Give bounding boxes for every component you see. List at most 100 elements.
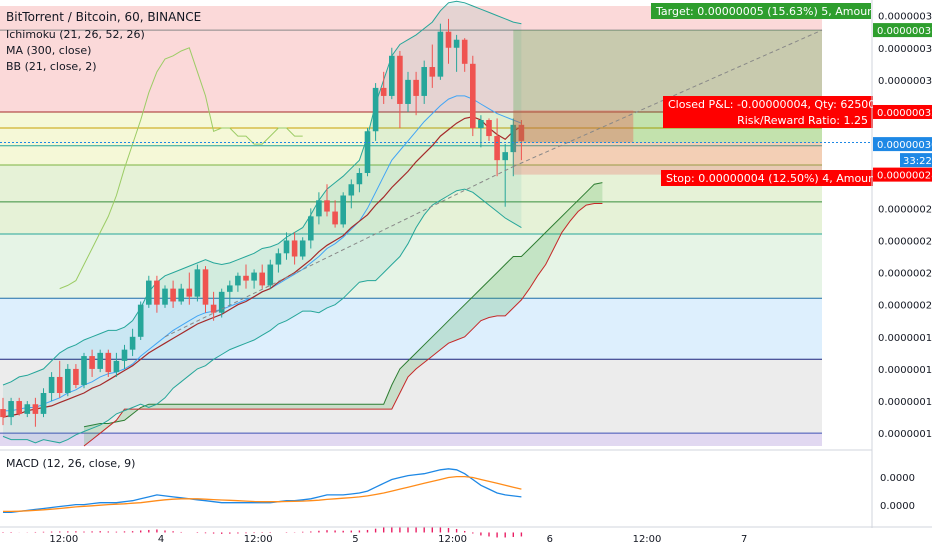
time-tick-label: 5 [352, 534, 358, 545]
candle[interactable] [259, 264, 265, 289]
candle[interactable] [461, 38, 468, 72]
candle[interactable] [429, 44, 436, 88]
candle[interactable] [251, 269, 257, 289]
candle[interactable] [356, 168, 363, 193]
candle[interactable] [218, 288, 225, 318]
candle[interactable] [97, 349, 103, 373]
candle[interactable] [48, 372, 55, 402]
price-badge [873, 104, 932, 119]
candle[interactable] [340, 192, 346, 228]
candle[interactable] [389, 47, 395, 100]
price-badge-label: 0.00000032 [877, 108, 932, 119]
candle[interactable] [518, 120, 525, 161]
candle[interactable] [478, 115, 484, 148]
macd-signal-line [3, 475, 522, 513]
candle[interactable] [65, 364, 71, 397]
candle[interactable] [275, 248, 282, 273]
candle[interactable] [170, 280, 176, 308]
stop-zone[interactable] [513, 142, 822, 175]
candle[interactable] [332, 200, 338, 228]
candle[interactable] [178, 283, 184, 305]
candle[interactable] [413, 71, 419, 116]
candle[interactable] [470, 55, 476, 137]
candle-body [397, 55, 403, 104]
candle-body [461, 39, 468, 64]
candle[interactable] [194, 264, 201, 302]
candle[interactable] [486, 118, 492, 141]
candle[interactable] [405, 71, 411, 112]
candle[interactable] [397, 50, 403, 129]
candle[interactable] [437, 23, 444, 80]
time-tick-label: 4 [158, 534, 164, 545]
macd-label[interactable]: MACD (12, 26, close, 9) [6, 457, 135, 470]
price-badge [873, 23, 932, 38]
candle-body [81, 356, 87, 385]
candle[interactable] [267, 259, 274, 289]
candle[interactable] [137, 301, 144, 341]
time-tick-label: 12:00 [49, 534, 78, 545]
candle[interactable] [0, 397, 6, 426]
candle[interactable] [308, 208, 314, 249]
candle-body [235, 275, 241, 286]
candle[interactable] [24, 401, 31, 418]
candle-body [437, 31, 444, 77]
candle[interactable] [364, 128, 371, 177]
candle-body [494, 136, 500, 161]
candle[interactable] [324, 184, 330, 217]
price-tick-label: 0.00000038 [878, 12, 932, 23]
candle[interactable] [186, 272, 193, 305]
candle-body [121, 349, 128, 361]
candle[interactable] [421, 60, 427, 104]
target-label[interactable]: Target: 0.00000005 (15.63%) 5, Amount: [651, 3, 882, 19]
candle[interactable] [348, 179, 355, 209]
candle[interactable] [380, 71, 387, 104]
candle[interactable] [105, 349, 112, 377]
candle[interactable] [146, 275, 152, 308]
indicator-bb-label[interactable]: BB (21, close, 2) [6, 60, 97, 73]
candle[interactable] [16, 397, 22, 416]
candle[interactable] [113, 352, 120, 377]
candle-body [137, 304, 144, 337]
candle[interactable] [202, 266, 209, 313]
candle[interactable] [210, 291, 217, 321]
pnl-label-box2 [663, 112, 873, 128]
indicator-ma-label[interactable]: MA (300, close) [6, 44, 91, 57]
candle[interactable] [445, 18, 452, 64]
candle-body [251, 272, 257, 281]
candle[interactable] [299, 237, 306, 260]
candle-body [502, 152, 508, 161]
candle[interactable] [129, 328, 136, 357]
candle[interactable] [235, 272, 241, 292]
candle[interactable] [316, 192, 322, 225]
fib-zone [0, 234, 822, 299]
candle[interactable] [162, 285, 168, 308]
candle[interactable] [56, 360, 63, 398]
price-tick-label: 0.00000026 [878, 204, 932, 215]
candle-body [364, 131, 371, 174]
candle[interactable] [32, 397, 39, 427]
candle[interactable] [227, 280, 233, 307]
candle[interactable] [73, 364, 79, 389]
candle[interactable] [81, 352, 87, 389]
candle[interactable] [154, 275, 160, 313]
candle[interactable] [40, 388, 47, 418]
candle[interactable] [494, 118, 500, 177]
candle-body [380, 87, 387, 96]
pnl-label-text2: Risk/Reward Ratio: 1.25 [737, 114, 868, 127]
candle[interactable] [453, 34, 460, 72]
candle[interactable] [243, 264, 249, 289]
candle[interactable] [8, 397, 14, 426]
indicator-ichimoku-label[interactable]: Ichimoku (21, 26, 52, 26) [6, 28, 145, 41]
candle[interactable] [502, 144, 508, 207]
candle-body [186, 288, 193, 297]
candle[interactable] [291, 232, 298, 265]
time-tick-label: 12:00 [244, 534, 273, 545]
candle[interactable] [283, 232, 290, 260]
stop-label[interactable]: Stop: 0.00000004 (12.50%) 4, Amount: [661, 170, 883, 186]
candle[interactable] [89, 349, 95, 377]
pnl-label[interactable]: Closed P&L: -0.00000004, Qty: 6250000 Ris… [663, 96, 889, 128]
candle[interactable] [372, 83, 379, 141]
candle[interactable] [121, 344, 128, 369]
